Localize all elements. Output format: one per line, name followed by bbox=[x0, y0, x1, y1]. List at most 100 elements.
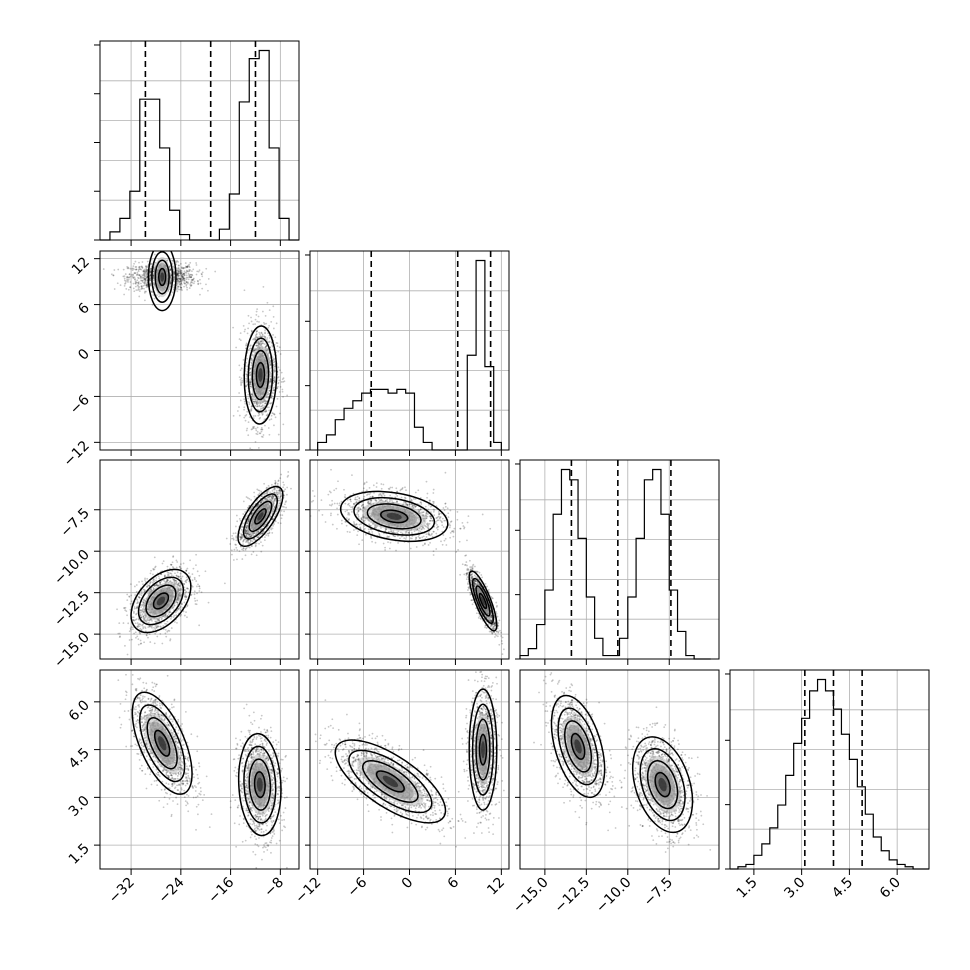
scatter-point bbox=[186, 288, 189, 291]
scatter-point bbox=[126, 278, 129, 281]
scatter-point bbox=[275, 510, 278, 513]
scatter-point bbox=[140, 642, 143, 645]
scatter-point bbox=[272, 315, 275, 318]
scatter-point bbox=[185, 269, 188, 272]
scatter-point bbox=[152, 276, 154, 279]
scatter-point bbox=[173, 578, 176, 581]
scatter-point bbox=[162, 625, 165, 627]
scatter-point bbox=[264, 346, 267, 349]
scatter-point bbox=[268, 433, 271, 436]
scatter-point bbox=[281, 505, 284, 508]
scatter-point bbox=[172, 616, 175, 619]
scatter-point bbox=[246, 540, 249, 542]
scatter-point bbox=[278, 504, 280, 507]
scatter-point bbox=[123, 275, 126, 278]
scatter-point bbox=[274, 479, 277, 482]
scatter-point bbox=[201, 287, 204, 290]
scatter-point bbox=[247, 434, 250, 437]
scatter-point bbox=[243, 538, 246, 541]
scatter-point bbox=[180, 282, 183, 284]
scatter-point bbox=[195, 264, 198, 266]
scatter-point bbox=[272, 334, 274, 336]
scatter-point bbox=[142, 281, 144, 284]
scatter-point bbox=[266, 521, 268, 524]
scatter-point bbox=[124, 281, 127, 284]
scatter-point bbox=[137, 283, 140, 285]
scatter-point bbox=[266, 491, 269, 494]
scatter-point bbox=[263, 539, 266, 542]
scatter-point bbox=[269, 491, 272, 494]
scatter-point bbox=[265, 345, 267, 348]
scatter-point bbox=[272, 392, 275, 395]
scatter-point bbox=[273, 380, 276, 383]
scatter-point bbox=[257, 342, 259, 345]
scatter-point bbox=[238, 376, 241, 378]
scatter-point bbox=[282, 423, 285, 426]
scatter-panel-2-1 bbox=[305, 459, 510, 665]
scatter-point bbox=[178, 581, 181, 584]
scatter-point bbox=[245, 535, 248, 538]
scatter-point bbox=[133, 619, 136, 622]
scatter-point bbox=[146, 586, 148, 588]
scatter-point bbox=[284, 488, 287, 491]
scatter-point bbox=[149, 275, 151, 278]
scatter-point bbox=[178, 282, 181, 285]
scatter-point bbox=[136, 606, 139, 609]
scatter-point bbox=[140, 268, 143, 271]
scatter-point bbox=[166, 573, 169, 576]
scatter-point bbox=[260, 495, 263, 497]
scatter-point bbox=[144, 620, 147, 623]
scatter-point bbox=[125, 280, 127, 283]
scatter-point bbox=[166, 579, 169, 581]
scatter-point bbox=[260, 550, 263, 553]
scatter-point bbox=[248, 504, 251, 507]
scatter-point bbox=[272, 389, 274, 392]
scatter-point bbox=[174, 611, 177, 614]
scatter-point bbox=[250, 320, 253, 323]
scatter-point bbox=[156, 635, 159, 638]
scatter-point bbox=[250, 534, 253, 537]
scatter-point bbox=[241, 379, 244, 382]
scatter-point bbox=[124, 606, 127, 609]
scatter-point bbox=[185, 569, 188, 572]
scatter-point bbox=[259, 333, 261, 336]
contour-line bbox=[255, 361, 266, 388]
scatter-point bbox=[155, 577, 158, 579]
scatter-point bbox=[188, 572, 190, 575]
scatter-point bbox=[131, 616, 134, 619]
scatter-point bbox=[271, 496, 274, 499]
scatter-point bbox=[140, 277, 142, 280]
scatter-point bbox=[154, 628, 157, 630]
scatter-point bbox=[275, 489, 278, 492]
scatter-point bbox=[143, 282, 145, 285]
scatter-point bbox=[261, 340, 264, 342]
scatter-point bbox=[146, 266, 148, 269]
scatter-point bbox=[243, 330, 246, 333]
scatter-point bbox=[274, 336, 277, 339]
scatter-point bbox=[245, 384, 248, 387]
scatter-point bbox=[171, 259, 174, 262]
scatter-point bbox=[169, 563, 172, 566]
scatter-point bbox=[279, 514, 282, 516]
scatter-point bbox=[257, 315, 260, 318]
scatter-point bbox=[179, 278, 182, 280]
scatter-point bbox=[183, 279, 186, 281]
scatter-point bbox=[137, 289, 139, 291]
scatter-point bbox=[236, 410, 239, 412]
scatter-point bbox=[186, 286, 188, 289]
scatter-point bbox=[197, 282, 200, 285]
scatter-point bbox=[268, 419, 271, 421]
scatter-point bbox=[154, 583, 157, 586]
scatter-point bbox=[276, 387, 279, 390]
scatter-point bbox=[194, 600, 197, 602]
scatter-point bbox=[245, 526, 248, 528]
scatter-point bbox=[279, 495, 282, 498]
scatter-point bbox=[271, 497, 274, 500]
scatter-point bbox=[184, 279, 186, 282]
scatter-point bbox=[267, 490, 269, 493]
scatter-point bbox=[245, 385, 247, 388]
scatter-point bbox=[186, 270, 189, 273]
scatter-point bbox=[183, 272, 185, 275]
scatter-point bbox=[256, 336, 259, 339]
scatter-point bbox=[240, 536, 243, 539]
